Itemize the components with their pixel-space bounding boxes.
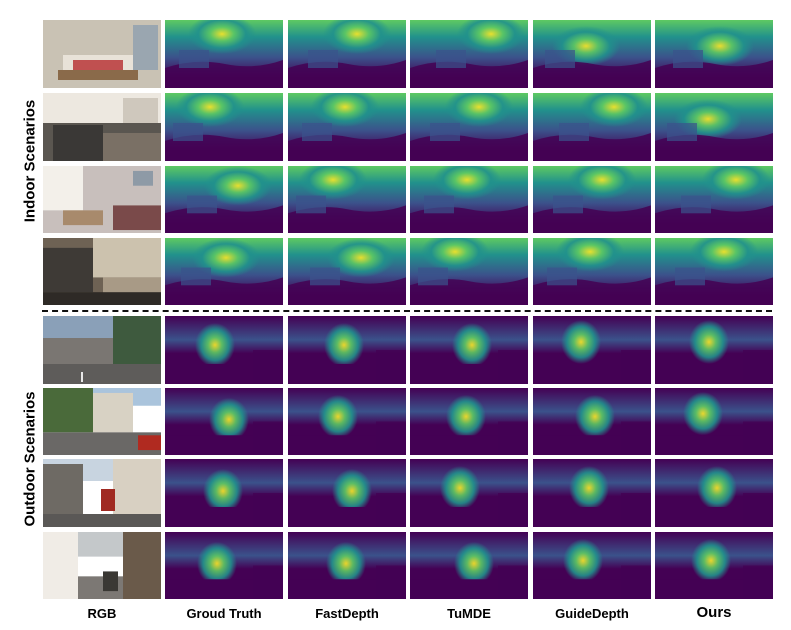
outdoor-row3-ground-truth-image (165, 459, 283, 527)
outdoor-row1-fastdepth-image (288, 316, 406, 384)
indoor-row3-fastdepth-image (288, 166, 406, 233)
indoor-row1-rgb-image (43, 20, 161, 88)
indoor-row2-rgb-image (43, 93, 161, 161)
outdoor-row2-guidedepth-image (533, 388, 651, 455)
indoor-row1-fastdepth-image (288, 20, 406, 88)
column-label-rgb: RGB (87, 606, 117, 621)
outdoor-row4-tumde-image (410, 532, 528, 599)
outdoor-row4-ours-image (655, 532, 773, 599)
outdoor-row4-ground-truth-image (165, 532, 283, 599)
indoor-row1-ground-truth-image (165, 20, 283, 88)
indoor-row2-fastdepth-image (288, 93, 406, 161)
indoor-row4-tumde-image (410, 238, 528, 305)
indoor-row2-ground-truth-image (165, 93, 283, 161)
indoor-row4-ours-image (655, 238, 773, 305)
indoor-row3-tumde-image (410, 166, 528, 233)
outdoor-row1-rgb-image (43, 316, 161, 384)
indoor-row2-tumde-image (410, 93, 528, 161)
outdoor-row2-rgb-image (43, 388, 161, 455)
indoor-row3-rgb-image (43, 166, 161, 233)
indoor-row1-tumde-image (410, 20, 528, 88)
outdoor-row2-ours-image (655, 388, 773, 455)
outdoor-row1-tumde-image (410, 316, 528, 384)
outdoor-row3-fastdepth-image (288, 459, 406, 527)
indoor-row1-ours-image (655, 20, 773, 88)
indoor-row2-guidedepth-image (533, 93, 651, 161)
outdoor-row4-rgb-image (43, 532, 161, 599)
outdoor-row3-tumde-image (410, 459, 528, 527)
indoor-scenarios-label: Indoor Scenarios (21, 99, 39, 223)
outdoor-row3-ours-image (655, 459, 773, 527)
indoor-row2-ours-image (655, 93, 773, 161)
outdoor-row2-ground-truth-image (165, 388, 283, 455)
indoor-row1-guidedepth-image (533, 20, 651, 88)
outdoor-row2-tumde-image (410, 388, 528, 455)
indoor-row4-fastdepth-image (288, 238, 406, 305)
outdoor-row2-fastdepth-image (288, 388, 406, 455)
indoor-row4-guidedepth-image (533, 238, 651, 305)
indoor-row4-rgb-image (43, 238, 161, 305)
column-label-ours: Ours (696, 604, 732, 621)
indoor-row3-guidedepth-image (533, 166, 651, 233)
column-label-fastdepth: FastDepth (315, 606, 379, 621)
outdoor-row3-rgb-image (43, 459, 161, 527)
column-label-guidedepth: GuideDepth (555, 606, 629, 621)
outdoor-row1-guidedepth-image (533, 316, 651, 384)
indoor-row3-ours-image (655, 166, 773, 233)
outdoor-row4-fastdepth-image (288, 532, 406, 599)
outdoor-row1-ours-image (655, 316, 773, 384)
outdoor-row3-guidedepth-image (533, 459, 651, 527)
outdoor-scenarios-label: Outdoor Scenarios (21, 391, 39, 527)
outdoor-row4-guidedepth-image (533, 532, 651, 599)
indoor-outdoor-divider (42, 310, 772, 312)
outdoor-row1-ground-truth-image (165, 316, 283, 384)
column-label-ground-truth: Groud Truth (186, 606, 262, 621)
indoor-row4-ground-truth-image (165, 238, 283, 305)
indoor-row3-ground-truth-image (165, 166, 283, 233)
column-label-tumde: TuMDE (447, 606, 491, 621)
